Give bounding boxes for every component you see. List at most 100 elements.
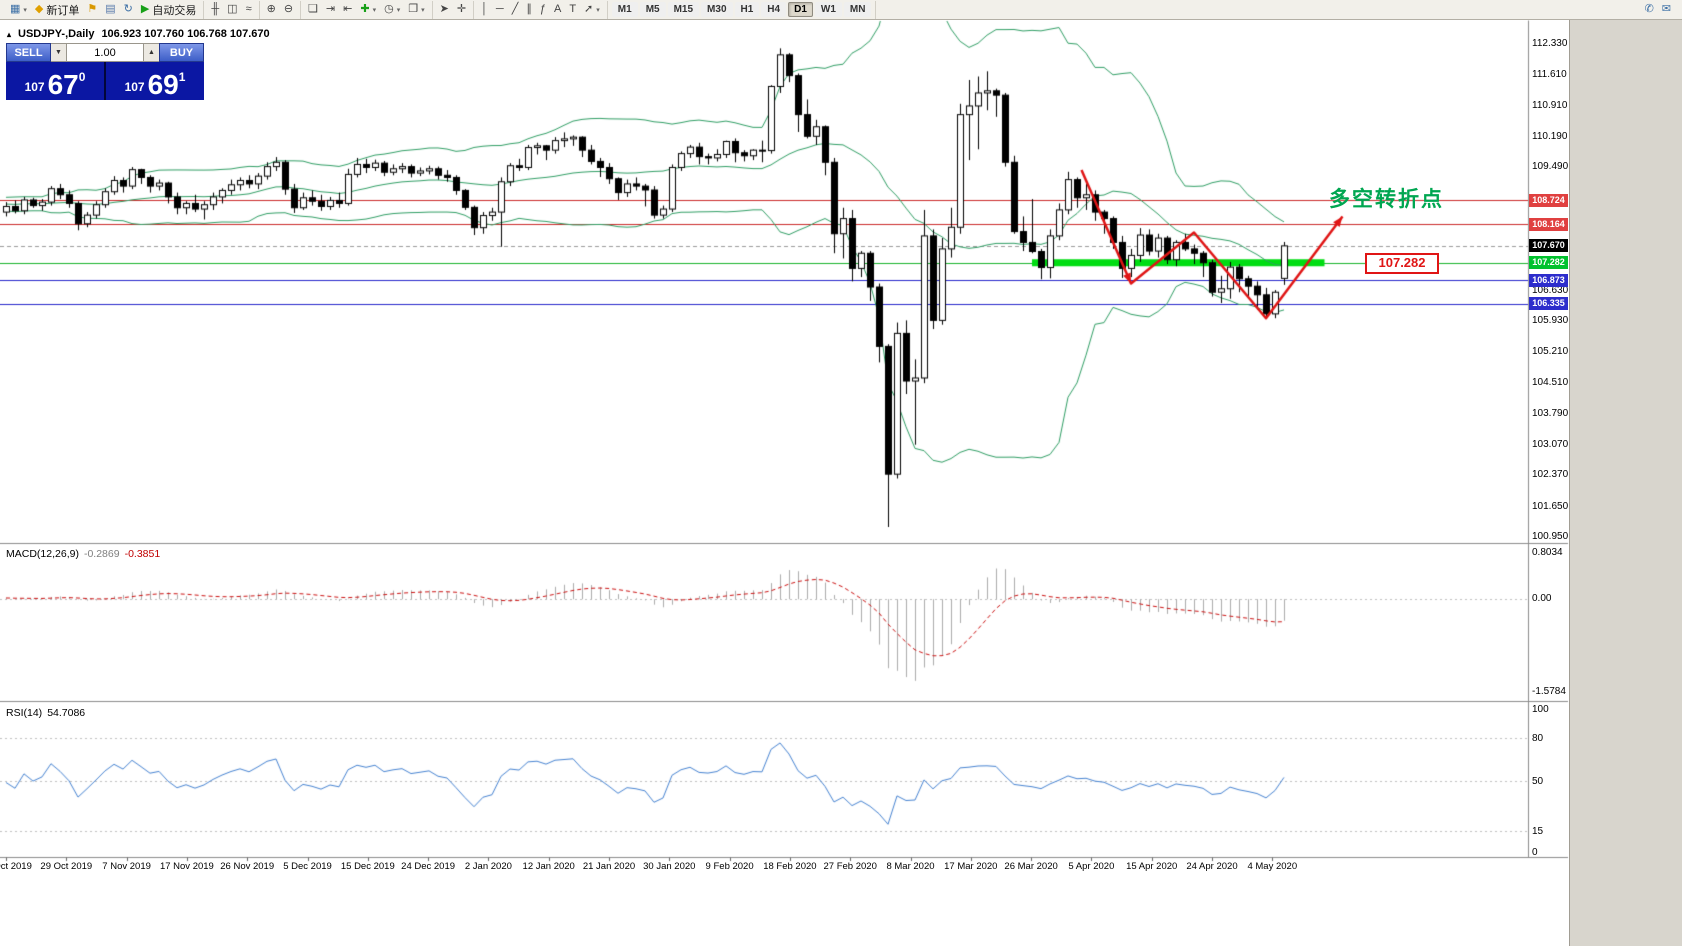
- toolbar-chart-shift-button[interactable]: ⇤: [339, 2, 356, 18]
- one-click-trading-panel: SELL ▼ ▲ BUY 107 67 0 107 69 1: [6, 43, 204, 100]
- toolbar-right-icons: ✆ ✉: [1641, 2, 1679, 18]
- tile-windows-icon: ❏: [308, 3, 318, 15]
- timeframe-toolbar: M1 M5 M15 M30 H1 H4 D1 W1 MN: [608, 0, 877, 19]
- one-click-prices: 107 67 0 107 69 1: [6, 62, 204, 100]
- vertical-line-icon: │: [481, 3, 488, 15]
- toolbar-auto-scroll-button[interactable]: ⇥: [322, 2, 339, 18]
- toolbar-trendline-button[interactable]: ╱: [508, 2, 523, 18]
- volume-decrease-button[interactable]: ▼: [51, 43, 66, 62]
- toolbar-zoom-in-button[interactable]: ⊕: [263, 2, 280, 18]
- toolbar-group-chart-type: ╫ ◫ ≈: [204, 0, 260, 19]
- timeframe-mn-button[interactable]: MN: [843, 2, 872, 17]
- toolbar-crosshair-button[interactable]: ✛: [453, 2, 470, 18]
- toolbar-bar-chart-button[interactable]: ╫: [207, 2, 223, 18]
- new-order-label: 新订单: [46, 4, 80, 17]
- toolbar-tile-windows-button[interactable]: ❏: [304, 2, 322, 18]
- dropdown-arrow-icon: ▾: [396, 6, 401, 14]
- text-label-icon: T: [569, 3, 577, 15]
- candle-chart-icon: ◫: [227, 3, 238, 15]
- toolbar-feedback-button[interactable]: ✉: [1658, 2, 1675, 18]
- toolbar-group-window: ❏ ⇥ ⇤ ✚ ▾ ◷ ▾ ❐ ▾: [301, 0, 433, 19]
- sell-price-pip: 0: [78, 70, 86, 84]
- indicators-icon: ✚: [360, 3, 370, 15]
- toolbar-horizontal-line-button[interactable]: ─: [492, 2, 508, 18]
- sell-price-prefix: 107: [24, 80, 45, 94]
- timeframe-m15-button[interactable]: M15: [667, 2, 700, 17]
- toolbar-arrows-button[interactable]: ➚ ▾: [580, 2, 604, 18]
- window-right-gutter: [1569, 20, 1682, 946]
- channel-icon: ∥: [526, 3, 532, 15]
- toolbar-templates-button[interactable]: ❐ ▾: [404, 2, 428, 18]
- accounts-icon: ▤: [105, 3, 116, 15]
- toolbar-group-zoom: ⊕ ⊖: [260, 0, 302, 19]
- trendline-icon: ╱: [511, 3, 519, 15]
- toolbar-support-button[interactable]: ✆: [1641, 2, 1658, 18]
- autotrading-label: 自动交易: [152, 4, 197, 17]
- arrows-icon: ➚: [584, 3, 594, 15]
- toolbar-candle-chart-button[interactable]: ◫: [223, 2, 241, 18]
- toolbar-refresh-button[interactable]: ↻: [120, 2, 137, 18]
- toolbar-text-label-button[interactable]: T: [565, 2, 580, 18]
- buy-price-pip: 1: [178, 70, 186, 84]
- periods-icon: ◷: [384, 3, 394, 15]
- feedback-icon: ✉: [1661, 3, 1671, 15]
- text-icon: A: [553, 3, 562, 15]
- zoom-out-icon: ⊖: [283, 3, 294, 15]
- toolbar-group-trade: ▦ ▾ ◆ 新订单 ⚑ ▤ ↻ ▶ 自动交易: [3, 0, 205, 19]
- dropdown-arrow-icon: ▾: [421, 6, 425, 14]
- timeframe-d1-button[interactable]: D1: [788, 2, 813, 17]
- timeframe-h1-button[interactable]: H1: [734, 2, 760, 17]
- bar-chart-icon: ╫: [211, 3, 220, 15]
- toolbar-autotrading-button[interactable]: ▶ 自动交易: [137, 2, 200, 18]
- toolbar-new-chart-button[interactable]: ▦ ▾: [6, 2, 31, 18]
- toolbar-zoom-out-button[interactable]: ⊖: [280, 2, 297, 18]
- dropdown-arrow-icon: ▾: [372, 6, 377, 14]
- sell-button[interactable]: SELL: [6, 43, 51, 62]
- timeframe-m5-button[interactable]: M5: [639, 2, 666, 17]
- timeframe-h4-button[interactable]: H4: [761, 2, 787, 17]
- toolbar-cursor-button[interactable]: ➤: [436, 2, 453, 18]
- toolbar-channel-button[interactable]: ∥: [522, 2, 536, 18]
- sell-price-big: 67: [47, 69, 79, 100]
- support-icon: ✆: [1644, 3, 1654, 15]
- cursor-icon: ➤: [439, 3, 449, 15]
- buy-button[interactable]: BUY: [159, 43, 204, 62]
- autotrading-icon: ▶: [140, 3, 150, 15]
- templates-icon: ❐: [408, 3, 419, 15]
- toolbar: ▦ ▾ ◆ 新订单 ⚑ ▤ ↻ ▶ 自动交易 ╫ ◫ ≈ ⊕ ⊖ ❏ ⇥ ⇤ ✚ ▾ ◷ ▾ ❐ ▾ ➤ ✛ │ ─ ╱ ∥ ƒ A T ➚ ▾ M…: [0, 0, 1682, 20]
- toolbar-accounts-button[interactable]: ▤: [101, 2, 119, 18]
- toolbar-text-button[interactable]: A: [550, 2, 565, 18]
- crosshair-icon: ✛: [456, 3, 467, 15]
- timeframe-m1-button[interactable]: M1: [611, 2, 638, 17]
- toolbar-vertical-line-button[interactable]: │: [477, 2, 492, 18]
- fibonacci-icon: ƒ: [539, 3, 546, 15]
- one-click-header: SELL ▼ ▲ BUY: [6, 43, 204, 62]
- announcement-icon: ⚑: [87, 3, 98, 15]
- toolbar-periods-button[interactable]: ◷ ▾: [380, 2, 404, 18]
- volume-increase-button[interactable]: ▲: [144, 43, 159, 62]
- toolbar-indicators-button[interactable]: ✚ ▾: [356, 2, 380, 18]
- timeframe-w1-button[interactable]: W1: [814, 2, 842, 17]
- toolbar-fibonacci-button[interactable]: ƒ: [536, 2, 550, 18]
- dropdown-arrow-icon: ▾: [23, 6, 27, 14]
- new-order-icon: ◆: [34, 3, 44, 15]
- toolbar-line-chart-button[interactable]: ≈: [242, 2, 256, 18]
- refresh-icon: ↻: [123, 3, 133, 15]
- buy-price-big: 69: [147, 69, 179, 100]
- toolbar-announcement-button[interactable]: ⚑: [83, 2, 101, 18]
- buy-price[interactable]: 107 69 1: [106, 62, 204, 100]
- buy-price-prefix: 107: [124, 80, 145, 94]
- toolbar-new-order-button[interactable]: ◆ 新订单: [31, 2, 83, 18]
- toolbar-group-pointer: ➤ ✛: [433, 0, 475, 19]
- sell-price[interactable]: 107 67 0: [6, 62, 104, 100]
- timeframe-m30-button[interactable]: M30: [701, 2, 733, 17]
- toolbar-group-drawing: │ ─ ╱ ∥ ƒ A T ➚ ▾: [474, 0, 608, 19]
- zoom-in-icon: ⊕: [266, 3, 276, 15]
- dropdown-arrow-icon: ▾: [596, 6, 600, 14]
- chart-shift-icon: ⇤: [343, 3, 353, 15]
- horizontal-line-icon: ─: [495, 3, 504, 15]
- line-chart-icon: ≈: [245, 3, 252, 15]
- volume-input[interactable]: [66, 43, 144, 62]
